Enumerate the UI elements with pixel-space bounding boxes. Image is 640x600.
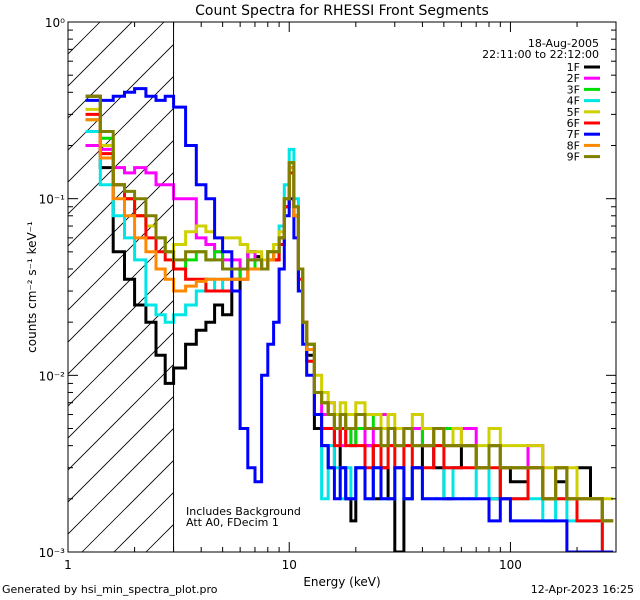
hatch-line [68,395,174,503]
legend-label-7F: 7F [567,128,580,141]
series-line-9F [85,94,614,523]
hatch-line [68,427,174,535]
x-tick-label: 100 [499,558,522,572]
hatch-line [68,22,165,119]
legend-label-5F: 5F [567,106,580,119]
y-axis-label: counts cm⁻² s⁻¹ keV⁻¹ [25,221,39,353]
x-tick-label: 1 [64,558,72,572]
plot-frame [67,21,617,553]
time-range-label: 22:11:00 to 22:12:00 [482,48,599,61]
hatch-line [68,363,174,471]
x-tick-label: 10 [282,558,297,572]
legend-label-2F: 2F [567,72,580,85]
y-tick-label: 10⁻³ [39,546,66,560]
date-label: 18-Aug-2005 [528,37,599,50]
hatch-line [68,107,174,215]
legend-label-1F: 1F [567,61,580,74]
annotation-background: Includes Background [186,505,301,518]
annotation-attenuator: Att A0, FDecim 1 [186,516,279,529]
hatch-line [68,235,174,343]
footer-timestamp: 12-Apr-2023 16:25 [530,583,634,596]
legend-label-8F: 8F [567,139,580,152]
hatch-line [68,267,174,375]
hatch-line [68,43,174,151]
footer-generator: Generated by hsi_min_spectra_plot.pro [2,583,218,596]
legend-label-4F: 4F [567,95,580,108]
hatch-line [81,459,174,552]
y-tick-label: 10⁻¹ [39,193,66,207]
legend-label-3F: 3F [567,83,580,96]
hatch-line [68,203,174,311]
y-tick-label: 10⁰ [45,16,65,30]
y-tick-label: 10⁻² [39,369,66,383]
series-line-7F [85,87,614,552]
legend-label-6F: 6F [567,117,580,130]
chart-title: Count Spectra for RHESSI Front Segments [195,3,489,19]
hatch-line [68,75,174,183]
x-axis-label: Energy (keV) [303,575,380,589]
legend-label-9F: 9F [567,151,580,164]
